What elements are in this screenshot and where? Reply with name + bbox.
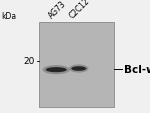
Ellipse shape [43, 66, 70, 75]
Ellipse shape [71, 67, 86, 71]
Text: 20: 20 [23, 57, 34, 65]
Text: AG73: AG73 [47, 0, 68, 20]
Ellipse shape [69, 65, 88, 73]
Text: C2C12: C2C12 [68, 0, 92, 20]
Bar [39, 23, 114, 107]
Ellipse shape [46, 68, 67, 73]
Text: kDa: kDa [2, 11, 17, 20]
Text: Bcl-w: Bcl-w [124, 65, 150, 74]
